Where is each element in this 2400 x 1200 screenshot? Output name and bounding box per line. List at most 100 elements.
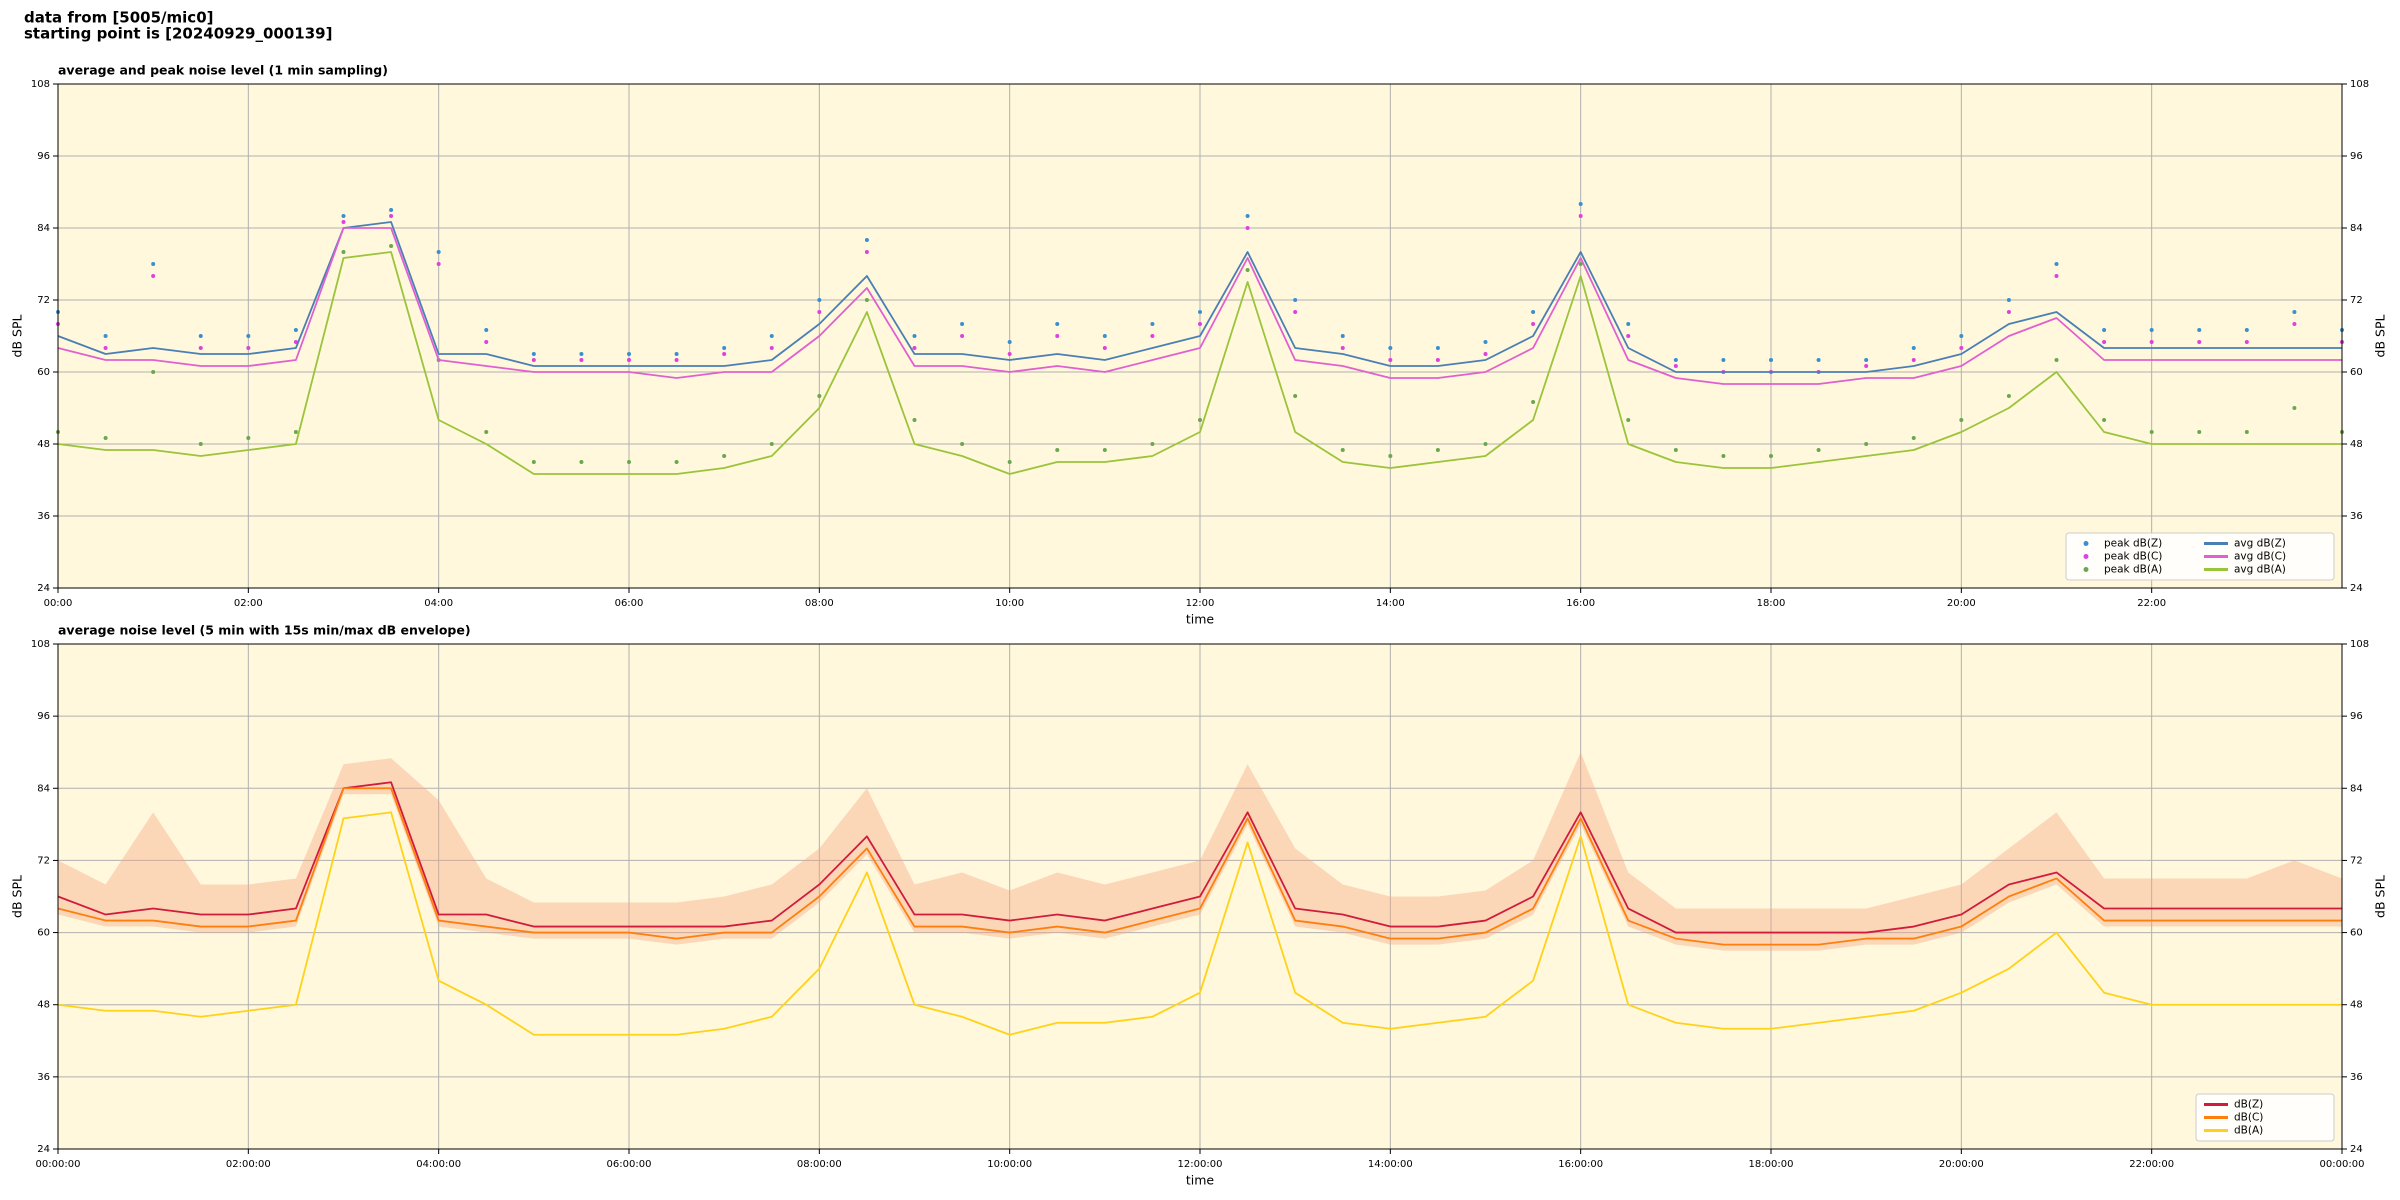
peak-point [1150,322,1155,326]
y-tick-label: 108 [31,639,50,650]
y-tick-label-right: 60 [2350,928,2363,939]
peak-point [722,346,727,350]
y-tick-label-right: 48 [2350,439,2363,450]
peak-point [2244,328,2249,332]
peak-point [1578,202,1583,206]
legend-label: dB(C) [2234,1112,2263,1124]
legend-swatch [2083,554,2089,559]
peak-point [341,220,346,224]
series-line [57,227,2342,385]
peak-point [2006,298,2011,302]
peak-point [1769,454,1773,458]
peak-point [1388,358,1393,362]
peak-point [2149,430,2154,434]
peak-point [103,334,108,338]
peak-point [2102,340,2107,344]
peak-point [1483,352,1488,356]
peak-point [1578,214,1583,218]
x-tick-label: 20:00:00 [1939,1159,1984,1170]
y-tick-label: 108 [31,79,50,90]
peak-point [2292,310,2297,314]
y-tick-label-right: 48 [2350,1000,2363,1011]
x-tick-label: 02:00 [234,598,263,609]
y-axis-label: dB SPL [10,315,25,358]
y-tick-label-right: 108 [2350,79,2369,90]
legend-label: dB(Z) [2234,1099,2263,1111]
y-tick-label-right: 72 [2350,855,2363,866]
peak-point [1911,436,1916,440]
peak-point [1293,298,1298,302]
peak-point [2292,322,2297,326]
peak-point [1911,358,1916,362]
peak-point [817,310,822,314]
peak-point [1911,346,1916,350]
peak-point [1578,262,1583,266]
peak-point [1055,322,1060,326]
peak-point [1531,322,1536,326]
peak-point [531,358,536,362]
peak-point [579,460,584,464]
y-tick-label: 24 [37,583,50,594]
peak-point [2149,340,2154,344]
peak-point [960,442,965,446]
peak-point [1816,448,1821,452]
peak-point [1150,442,1155,446]
y-axis-label-right: dB SPL [2373,875,2388,918]
x-tick-label: 22:00 [2137,598,2166,609]
peak-point [1959,418,1964,422]
peak-point [1673,448,1678,452]
legend-label: avg dB(A) [2234,564,2286,576]
y-tick-label-right: 36 [2350,1072,2363,1083]
x-tick-label: 08:00 [805,598,834,609]
peak-point [1388,346,1393,350]
peak-point [674,460,679,464]
peak-point [2102,328,2107,332]
peak-point [484,430,489,434]
peak-point [1245,226,1250,230]
plot-frame [57,83,2343,589]
y-axis-label: dB SPL [10,875,25,918]
peak-point [1959,334,1964,338]
peak-point [579,358,584,362]
peak-point [1673,364,1678,368]
peak-point [2292,406,2297,410]
x-tick-label: 00:00:00 [2320,1159,2365,1170]
peak-point [1816,358,1821,362]
peak-point [769,442,774,446]
peak-point [1007,460,1012,464]
peak-point [1340,334,1345,338]
peak-point [579,352,584,356]
peak-point [627,358,631,362]
peak-point [2006,394,2011,398]
peak-point [2102,418,2107,422]
peak-point [2244,340,2249,344]
peak-point [389,244,394,248]
legend-label: avg dB(C) [2234,551,2286,563]
peak-point [912,418,917,422]
peak-point [1673,358,1678,362]
legend-swatch [2083,567,2089,572]
peak-point [1198,322,1202,326]
x-tick-label: 16:00 [1566,598,1595,609]
x-tick-label: 10:00:00 [987,1159,1032,1170]
peak-point [1245,214,1250,218]
y-tick-label-right: 24 [2350,583,2363,594]
peak-point [341,250,346,254]
x-tick-label: 00:00:00 [36,1159,81,1170]
y-tick-label-right: 60 [2350,367,2363,378]
x-axis-label: time [1186,1173,1215,1188]
x-tick-label: 14:00 [1376,598,1405,609]
peak-point [151,370,156,374]
x-tick-label: 00:00 [44,598,73,609]
peak-point [1531,400,1536,404]
peak-point [1102,334,1107,338]
y-tick-label: 36 [37,511,50,522]
x-axis-label: time [1186,612,1215,627]
y-tick-label-right: 24 [2350,1144,2363,1155]
peak-point [531,352,536,356]
peak-point [531,460,536,464]
peak-point [1102,448,1107,452]
peak-point [1150,334,1155,338]
series-line [57,251,2342,475]
